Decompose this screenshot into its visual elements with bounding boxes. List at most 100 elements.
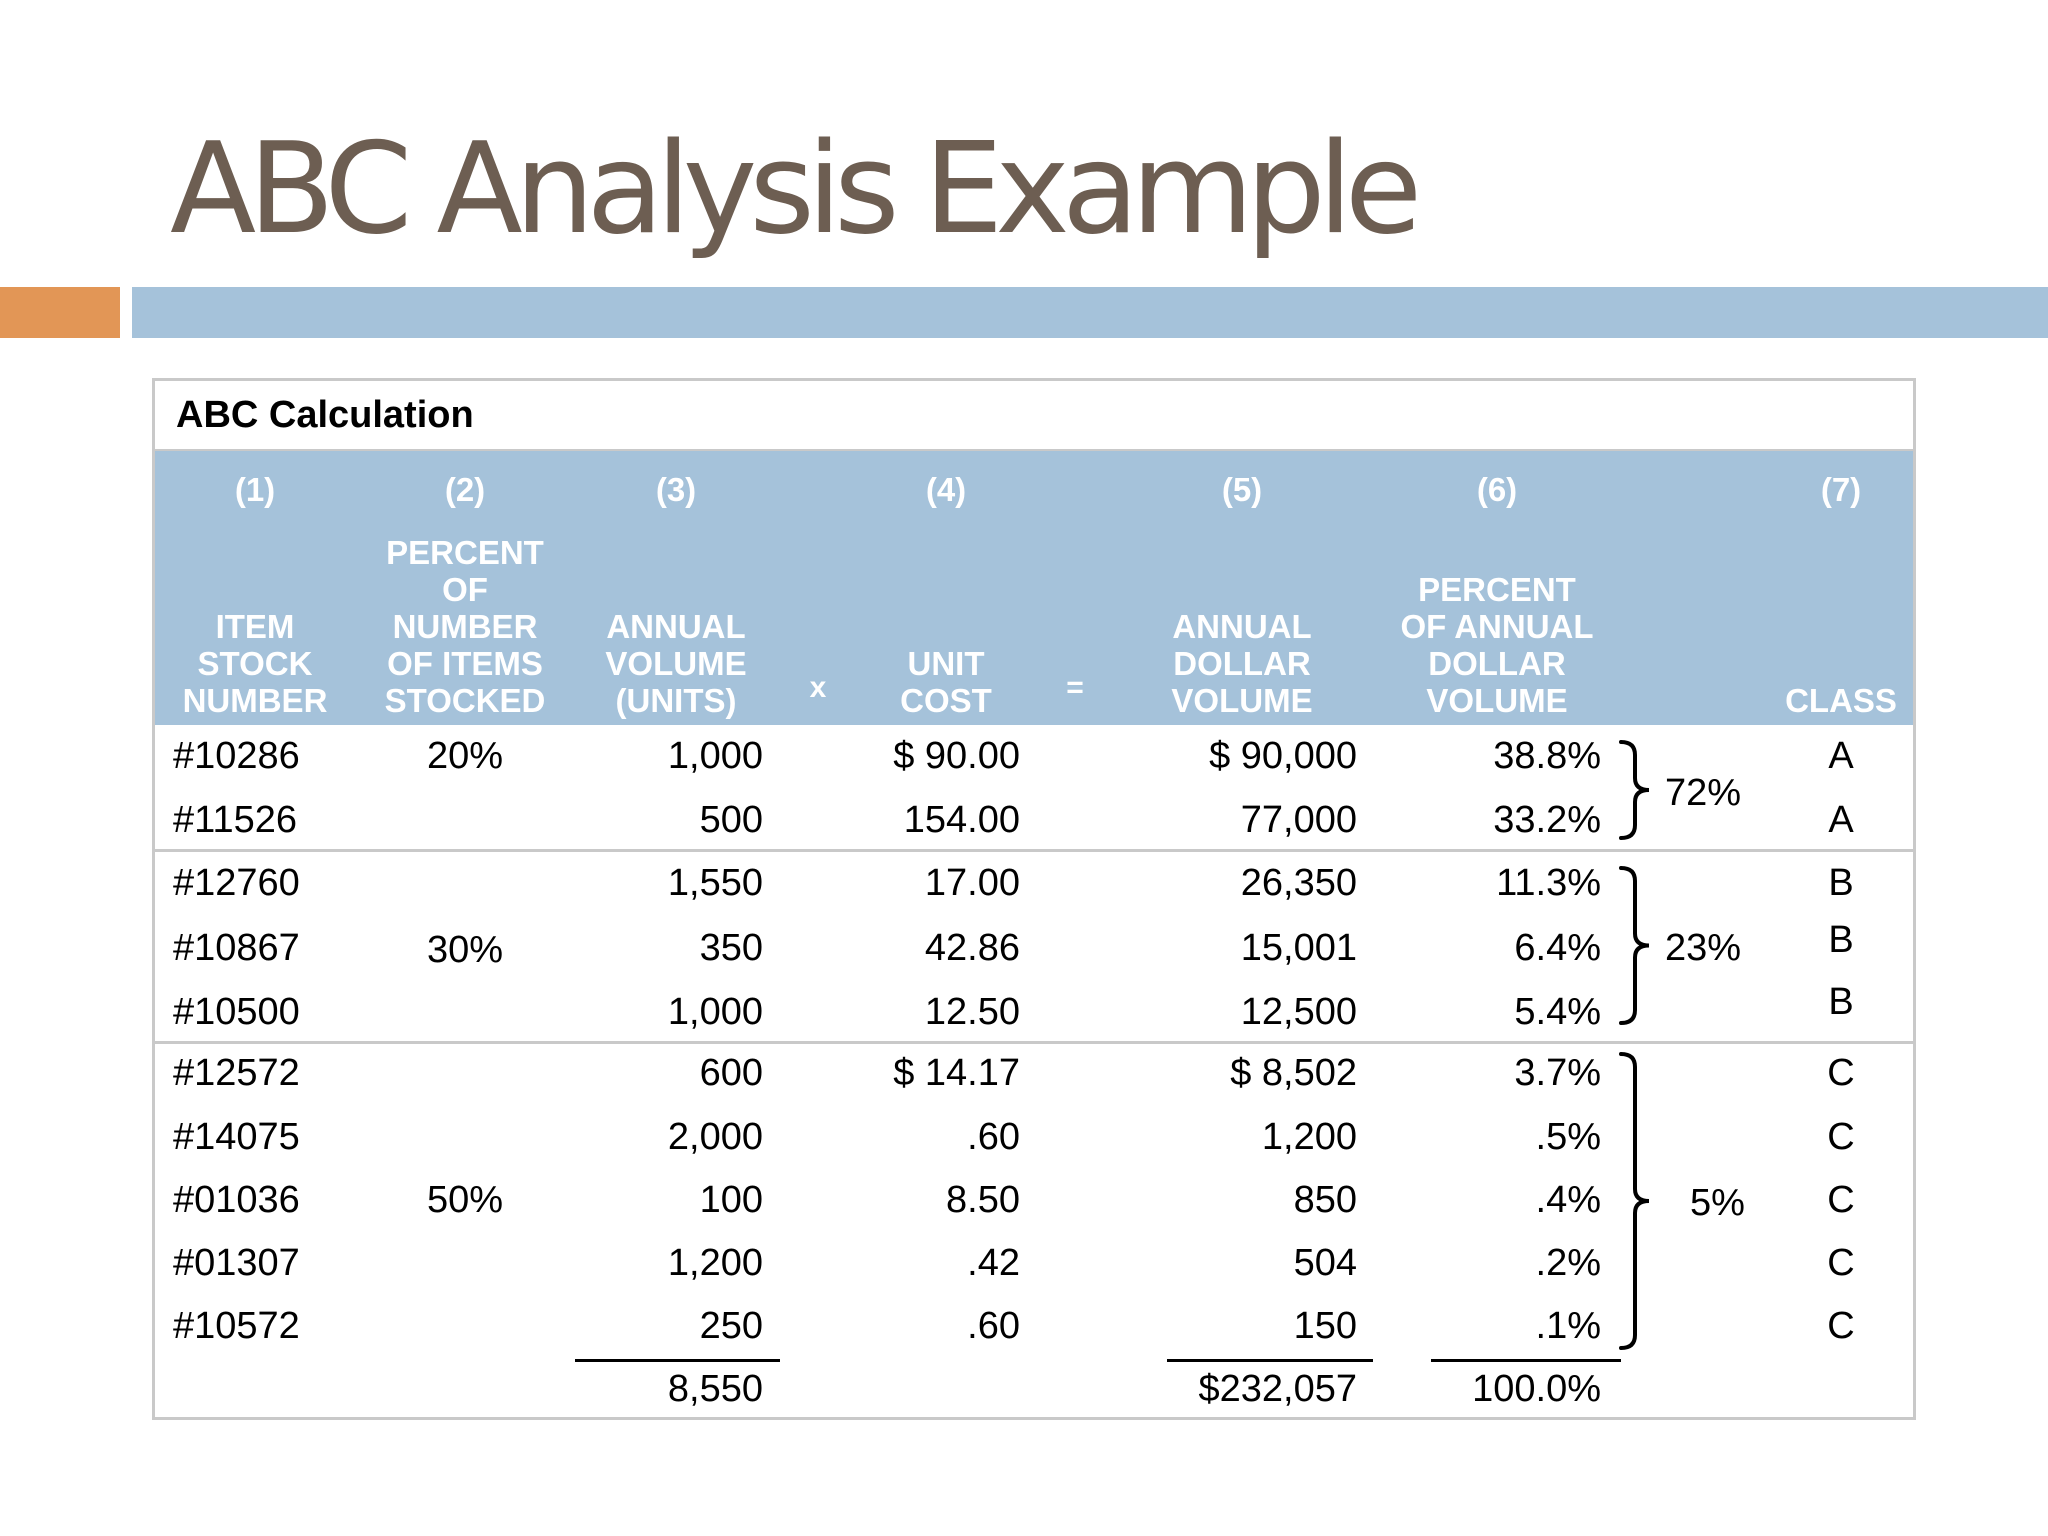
total-rule	[1167, 1359, 1373, 1362]
column-header-4: (4) UNIT COST	[836, 451, 1056, 727]
cell-dollar-volume: $ 8,502	[1230, 1052, 1357, 1094]
cell-class: A	[1828, 735, 1854, 777]
cell-dollar-volume: 504	[1293, 1242, 1357, 1284]
column-label-line: PERCENT	[386, 534, 544, 571]
cell-class: A	[1828, 799, 1854, 841]
abc-calculation-table: ABC Calculation x = (1) ITEM STOCK NUMBER (2…	[152, 378, 1916, 1420]
cell-dollar-volume: 26,350	[1240, 862, 1357, 904]
cell-unit-cost: $ 90.00	[893, 735, 1020, 777]
cell-pct-dollar: .4%	[1535, 1179, 1601, 1221]
total-rule	[575, 1359, 780, 1362]
total-volume: 8,550	[667, 1368, 763, 1410]
column-number: (7)	[1820, 471, 1862, 508]
cell-volume: 600	[699, 1052, 763, 1094]
cell-pct-dollar: .2%	[1535, 1242, 1601, 1284]
cell-pct-dollar: 33.2%	[1493, 799, 1601, 841]
column-label-line: VOLUME	[605, 645, 747, 682]
cell-pct-items: 50%	[426, 1179, 504, 1221]
column-label-line: OF	[442, 571, 488, 608]
total-dollar-volume: $232,057	[1198, 1368, 1358, 1410]
table-header: x = (1) ITEM STOCK NUMBER (2) PERCENT OF NUMBER…	[155, 449, 1913, 725]
column-header-2: (2) PERCENT OF NUMBER OF ITEMS STOCKED	[355, 451, 575, 727]
group-brace-icon	[1619, 740, 1650, 840]
cell-unit-cost: .60	[967, 1305, 1020, 1347]
column-label: ANNUAL VOLUME (UNITS)	[566, 608, 786, 719]
column-label-line: STOCKED	[384, 682, 546, 719]
cell-item: #10500	[173, 991, 300, 1033]
cell-pct-dollar: .1%	[1535, 1305, 1601, 1347]
cell-dollar-volume: 150	[1293, 1305, 1357, 1347]
column-label: UNIT COST	[836, 645, 1056, 719]
group-total-b: 23%	[1665, 927, 1742, 969]
cell-volume: 1,200	[667, 1242, 763, 1284]
cell-class: C	[1827, 1052, 1855, 1094]
cell-class: C	[1827, 1116, 1855, 1158]
cell-pct-dollar: 38.8%	[1493, 735, 1601, 777]
column-label: PERCENT OF ANNUAL DOLLAR VOLUME	[1387, 571, 1607, 719]
accent-bar-blue	[132, 287, 2048, 338]
column-label-line: OF ITEMS	[387, 645, 543, 682]
column-header-1: (1) ITEM STOCK NUMBER	[145, 451, 365, 727]
column-label-line: VOLUME	[1171, 682, 1313, 719]
column-label-line: DOLLAR	[1428, 645, 1566, 682]
column-label-line: STOCK	[197, 645, 313, 682]
cell-volume: 2,000	[667, 1116, 763, 1158]
column-label: ITEM STOCK NUMBER	[145, 608, 365, 719]
slide-title: ABC Analysis Example	[170, 115, 1422, 262]
column-label-line: NUMBER	[392, 608, 538, 645]
column-header-3: (3) ANNUAL VOLUME (UNITS)	[566, 451, 786, 727]
column-number: (1)	[234, 471, 276, 508]
cell-unit-cost: 42.86	[924, 927, 1020, 969]
cell-unit-cost: 17.00	[924, 862, 1020, 904]
group-separator	[155, 849, 1913, 852]
cell-volume: 1,000	[667, 735, 763, 777]
column-label-line: VOLUME	[1426, 682, 1568, 719]
cell-class: C	[1827, 1242, 1855, 1284]
cell-volume: 250	[699, 1305, 763, 1347]
cell-dollar-volume: 850	[1293, 1179, 1357, 1221]
column-label-line: OF ANNUAL	[1400, 608, 1594, 645]
group-brace-icon	[1619, 1052, 1650, 1350]
column-number: (4)	[925, 471, 967, 508]
cell-unit-cost: .60	[967, 1116, 1020, 1158]
column-label-line: ITEM	[215, 608, 295, 645]
cell-item: #10286	[173, 735, 300, 777]
cell-dollar-volume: 77,000	[1240, 799, 1357, 841]
cell-class: B	[1828, 862, 1854, 904]
cell-class: B	[1828, 919, 1854, 961]
cell-volume: 350	[699, 927, 763, 969]
column-label-line: NUMBER	[182, 682, 328, 719]
column-number: (3)	[655, 471, 697, 508]
column-label: PERCENT OF NUMBER OF ITEMS STOCKED	[355, 534, 575, 719]
cell-class: C	[1827, 1179, 1855, 1221]
cell-dollar-volume: $ 90,000	[1209, 735, 1357, 777]
cell-item: #10867	[173, 927, 300, 969]
cell-pct-items: 20%	[426, 735, 504, 777]
cell-volume: 500	[699, 799, 763, 841]
cell-unit-cost: .42	[967, 1242, 1020, 1284]
times-operator: x	[809, 671, 827, 704]
group-brace-icon	[1619, 866, 1650, 1025]
column-header-5: (5) ANNUAL DOLLAR VOLUME	[1132, 451, 1352, 727]
column-number: (6)	[1476, 471, 1518, 508]
cell-unit-cost: $ 14.17	[893, 1052, 1020, 1094]
cell-item: #12760	[173, 862, 300, 904]
column-label-line: DOLLAR	[1173, 645, 1311, 682]
column-label-line: UNIT	[907, 645, 985, 682]
cell-volume: 1,550	[667, 862, 763, 904]
column-label-line: (UNITS)	[615, 682, 737, 719]
column-number: (5)	[1221, 471, 1263, 508]
column-label-line: PERCENT	[1418, 571, 1576, 608]
cell-item: #01307	[173, 1242, 300, 1284]
cell-item: #01036	[173, 1179, 300, 1221]
group-total-a: 72%	[1665, 772, 1742, 814]
accent-bar-orange	[0, 287, 120, 338]
column-label: ANNUAL DOLLAR VOLUME	[1132, 608, 1352, 719]
cell-pct-dollar: 6.4%	[1514, 927, 1601, 969]
cell-dollar-volume: 12,500	[1240, 991, 1357, 1033]
column-number: (2)	[444, 471, 486, 508]
column-label-line: CLASS	[1785, 682, 1897, 719]
column-label-line: ANNUAL	[606, 608, 746, 645]
cell-volume: 1,000	[667, 991, 763, 1033]
group-separator	[155, 1041, 1913, 1044]
